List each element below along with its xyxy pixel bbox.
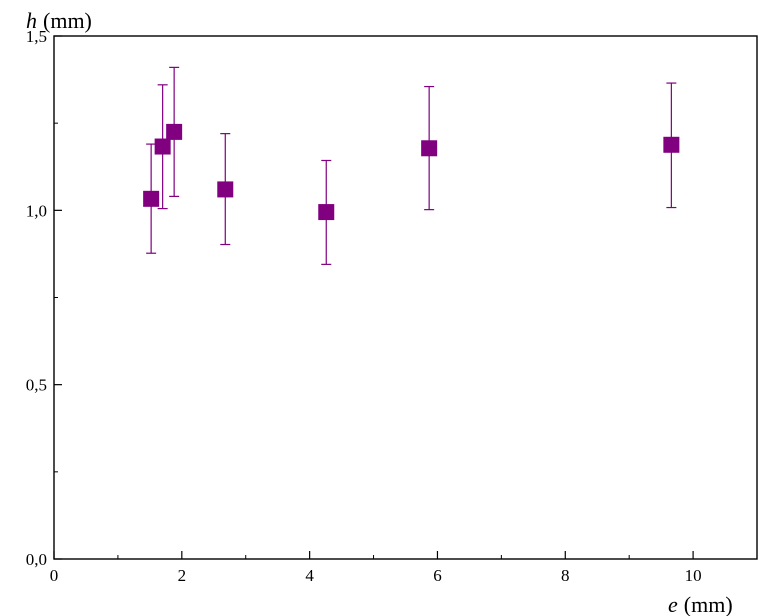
x-tick-label: 10 <box>685 566 702 585</box>
x-axis-title: e (mm) <box>668 592 733 616</box>
y-axis-title: h (mm) <box>26 8 92 33</box>
y-tick-label: 0,0 <box>26 550 47 569</box>
x-axis-var: e <box>668 592 678 616</box>
y-tick-label: 1,0 <box>26 201 47 220</box>
y-tick-label: 0,5 <box>26 376 47 395</box>
data-point <box>143 190 160 207</box>
data-point <box>663 136 680 153</box>
x-tick-label: 6 <box>433 566 442 585</box>
y-tick-label: 1,5 <box>26 27 47 46</box>
data-point <box>217 181 234 198</box>
error-bars-layer <box>146 66 677 265</box>
points-layer <box>143 123 680 221</box>
x-axis-unit: (mm) <box>684 592 733 616</box>
ticks-layer: 0 2 4 6 8 10 0,0 0,5 1,0 1,5 <box>26 27 758 585</box>
y-axis-var: h <box>26 8 37 33</box>
x-tick-label: 2 <box>178 566 187 585</box>
x-tick-label: 8 <box>561 566 570 585</box>
data-point <box>421 140 438 157</box>
data-point <box>154 138 171 155</box>
y-axis-unit: (mm) <box>43 8 92 33</box>
x-tick-label: 4 <box>305 566 314 585</box>
plot-frame <box>53 35 758 560</box>
x-tick-label: 0 <box>50 566 59 585</box>
data-point <box>166 123 183 140</box>
data-point <box>318 204 335 221</box>
